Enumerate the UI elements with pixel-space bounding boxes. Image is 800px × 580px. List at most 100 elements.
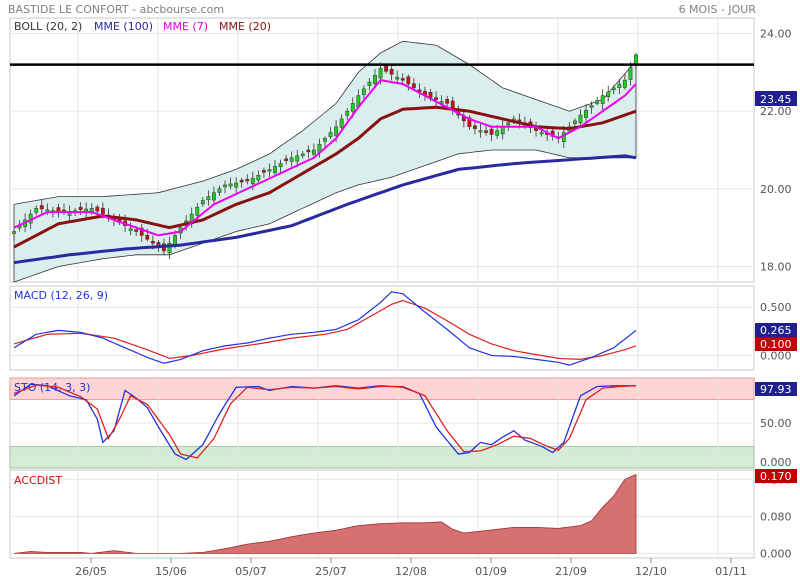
- candle: [611, 87, 616, 91]
- macd-panel-frame: [9, 285, 755, 371]
- candle: [34, 207, 39, 213]
- date-tick-label: 21/09: [555, 565, 587, 578]
- candle: [434, 97, 438, 100]
- date-tick-label: 25/07: [315, 565, 347, 578]
- overbought-zone: [9, 377, 755, 401]
- candle: [606, 91, 611, 97]
- candle: [622, 79, 627, 88]
- date-tick-label: 12/08: [395, 565, 427, 578]
- mme100-line: [13, 154, 637, 265]
- candle: [500, 126, 505, 135]
- candle: [589, 105, 594, 108]
- candle: [595, 100, 600, 104]
- chart-header: BASTIDE LE CONFORT - abcbourse.com 6 MOI…: [0, 0, 800, 18]
- candle: [578, 114, 583, 124]
- sto-value: 97.93: [760, 383, 792, 396]
- candle: [495, 130, 500, 136]
- signal-value-tag: [755, 337, 797, 351]
- date-tick-label: 12/10: [635, 565, 667, 578]
- candle: [306, 149, 311, 153]
- candle: [217, 188, 222, 193]
- candle: [284, 158, 289, 161]
- date-tick-label: 05/07: [235, 565, 267, 578]
- date-tick-label: 26/05: [75, 565, 107, 578]
- price-panel: BOLL (20, 2) MME (100) MME (7) MME (20) …: [9, 17, 797, 283]
- legend-mme100: MME (100): [94, 20, 153, 33]
- legend-mme7: MME (7): [163, 20, 208, 33]
- candle: [395, 76, 400, 80]
- price-tick-label: 20.00: [760, 183, 792, 196]
- accdist-area: [13, 474, 637, 554]
- candle: [100, 207, 105, 215]
- candle: [328, 132, 333, 137]
- candle: [256, 174, 261, 181]
- acc-label: ACCDIST: [14, 474, 62, 487]
- candle: [273, 166, 277, 174]
- candle: [378, 68, 383, 79]
- candle: [250, 177, 255, 184]
- candle: [400, 78, 405, 81]
- candle: [223, 184, 227, 188]
- acc-tick-label: 0.080: [760, 510, 792, 523]
- candle: [373, 75, 377, 85]
- candle: [445, 99, 450, 104]
- candle: [150, 240, 155, 244]
- price-tick-label: 22.00: [760, 105, 792, 118]
- candle: [334, 126, 339, 137]
- candle: [478, 130, 483, 133]
- candle: [572, 120, 577, 124]
- candle: [473, 125, 477, 129]
- candle: [484, 130, 488, 133]
- candle: [634, 54, 638, 65]
- legend-boll: BOLL (20, 2): [14, 20, 82, 33]
- price-legend: BOLL (20, 2) MME (100) MME (7) MME (20): [14, 20, 271, 33]
- signal-value: 0.100: [760, 338, 792, 351]
- candle: [506, 122, 511, 126]
- date-tick-label: 01/09: [475, 565, 507, 578]
- candle: [145, 235, 150, 240]
- candle: [139, 227, 144, 236]
- date-axis: 26/05 15/06 05/07 25/07 12/08 01/09 21/09 12/10…: [75, 558, 747, 578]
- period-label: 6 MOIS - JOUR: [678, 3, 756, 16]
- legend-mme20: MME (20): [219, 20, 271, 33]
- candle: [600, 95, 605, 104]
- oversold-zone: [9, 445, 755, 469]
- candle: [467, 117, 472, 127]
- last-price-tag: [755, 91, 797, 106]
- mme7-line: [13, 79, 637, 237]
- sto-d-line: [13, 384, 637, 459]
- candle: [239, 179, 244, 183]
- candle: [584, 109, 588, 118]
- last-price-label: 23.45: [760, 93, 792, 106]
- sto-value-tag: [755, 382, 797, 396]
- price-tick-label: 18.00: [760, 260, 792, 273]
- macd-signal-line: [13, 299, 637, 361]
- sto-tick-label: 50.00: [760, 417, 792, 430]
- macd-line: [13, 291, 637, 366]
- candle: [295, 155, 300, 162]
- macd-value-tag: [755, 323, 797, 337]
- candle: [234, 182, 239, 188]
- candle: [617, 83, 622, 88]
- sto-tick-label: 0.000: [760, 456, 792, 469]
- candle: [428, 92, 433, 98]
- macd-tick-label: 0.000: [760, 350, 792, 363]
- candle: [128, 228, 133, 231]
- macd-tick-label: 0.500: [760, 301, 792, 314]
- macd-panel: MACD (12, 26, 9) 0.500 0.000 0.265 0.100: [9, 285, 797, 371]
- candle: [323, 138, 327, 142]
- candle: [195, 207, 200, 216]
- date-tick-label: 01/11: [715, 565, 747, 578]
- acc-value-tag: [755, 469, 797, 483]
- candle: [339, 118, 344, 128]
- candle: [278, 163, 283, 168]
- stochastic-panel: STO (14, 3, 3) 50.000.000 97.93: [9, 377, 797, 469]
- candle: [261, 170, 266, 173]
- candle: [267, 169, 272, 172]
- candle: [345, 110, 350, 116]
- candle: [95, 206, 100, 212]
- candle: [489, 128, 494, 135]
- chart-title: BASTIDE LE CONFORT - abcbourse.com: [8, 3, 225, 16]
